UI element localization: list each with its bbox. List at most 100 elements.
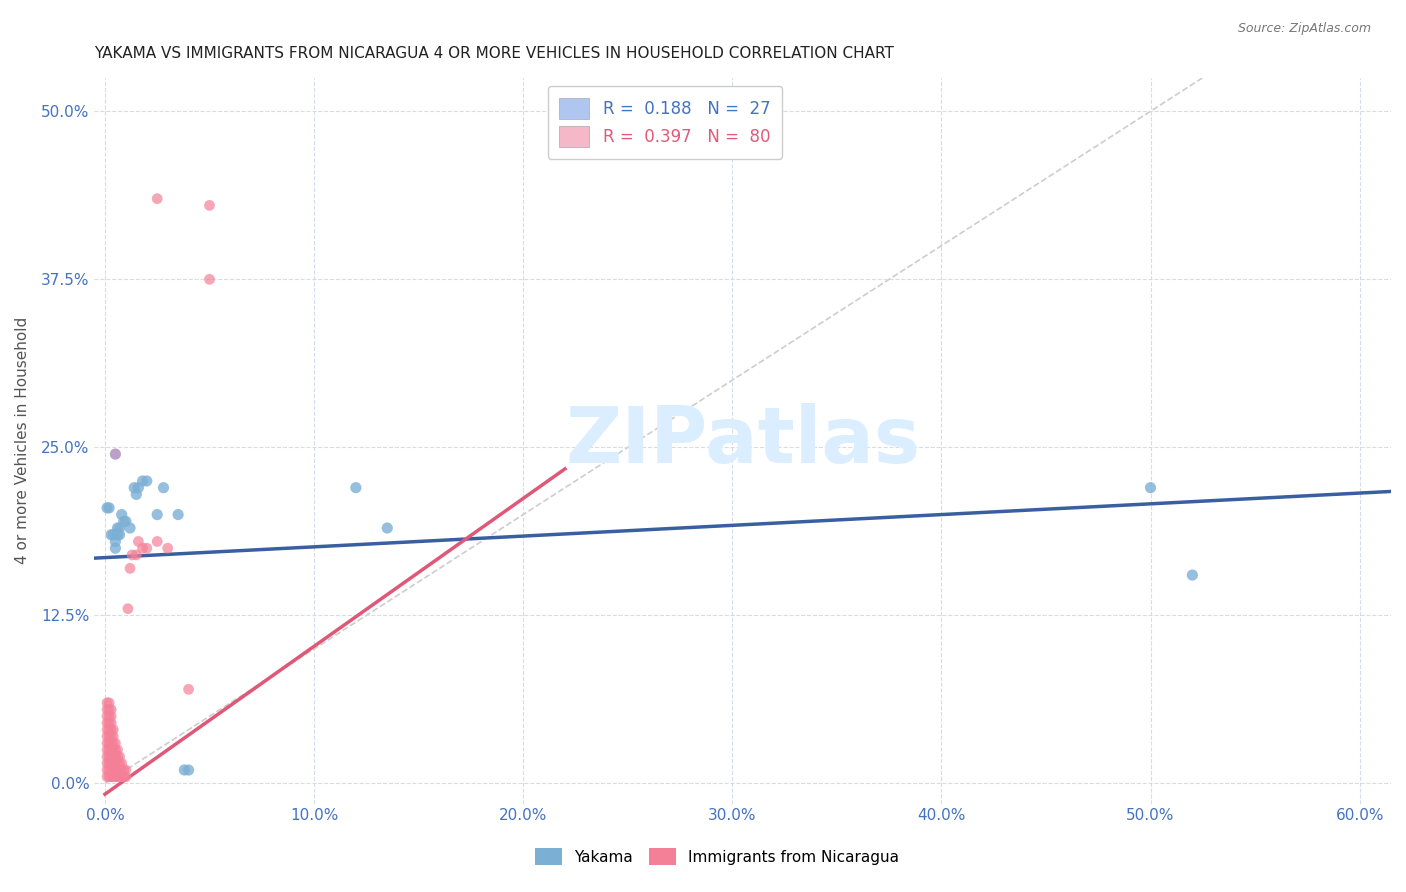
Point (98, 736, 121, 750)
Point (96, 736, 118, 750)
Point (121, 548, 143, 562)
Point (98, 749, 121, 764)
Point (198, 272, 221, 286)
Point (135, 474, 157, 488)
Point (135, 541, 157, 556)
Point (107, 763, 129, 777)
Point (96, 723, 118, 737)
Point (104, 447, 127, 461)
Point (96, 500, 118, 515)
Point (156, 541, 179, 556)
Point (127, 534, 149, 549)
Point (107, 521, 129, 535)
Point (122, 481, 145, 495)
Point (146, 508, 169, 522)
Point (111, 763, 134, 777)
Point (100, 763, 122, 777)
Point (131, 474, 153, 488)
Point (96, 709, 118, 723)
Point (112, 514, 135, 528)
Point (104, 770, 127, 784)
Point (344, 481, 367, 495)
Point (103, 770, 125, 784)
Point (96, 696, 118, 710)
Point (108, 763, 131, 777)
Point (100, 730, 122, 744)
Point (104, 743, 127, 757)
Point (100, 743, 122, 757)
Point (96, 730, 118, 744)
Point (115, 763, 138, 777)
Point (112, 763, 135, 777)
Point (100, 723, 122, 737)
Point (104, 541, 127, 556)
Point (98, 730, 121, 744)
Point (96, 749, 118, 764)
Point (115, 514, 138, 528)
Point (96, 763, 118, 777)
Point (103, 743, 125, 757)
Point (107, 756, 129, 771)
Point (103, 756, 125, 771)
Point (96, 756, 118, 771)
Point (103, 527, 125, 541)
Point (100, 715, 122, 730)
Point (96, 770, 118, 784)
Point (1181, 568, 1204, 582)
Y-axis label: 4 or more Vehicles in Household: 4 or more Vehicles in Household (15, 317, 30, 565)
Point (131, 541, 153, 556)
Point (111, 756, 134, 771)
Point (1139, 481, 1161, 495)
Point (146, 534, 169, 549)
Point (108, 521, 131, 535)
Point (103, 730, 125, 744)
Point (108, 749, 131, 764)
Point (112, 770, 135, 784)
Point (107, 749, 129, 764)
Point (100, 756, 122, 771)
Point (100, 709, 122, 723)
Point (103, 736, 125, 750)
Point (177, 763, 200, 777)
Text: ZIPatlas: ZIPatlas (565, 402, 921, 479)
Point (198, 198, 221, 212)
Legend: Yakama, Immigrants from Nicaragua: Yakama, Immigrants from Nicaragua (529, 842, 905, 871)
Point (108, 527, 131, 541)
Point (104, 736, 127, 750)
Point (103, 723, 125, 737)
Point (104, 756, 127, 771)
Point (98, 756, 121, 771)
Point (98, 743, 121, 757)
Point (167, 508, 190, 522)
Point (177, 682, 200, 697)
Point (125, 487, 148, 501)
Point (107, 527, 129, 541)
Point (173, 763, 195, 777)
Point (375, 521, 398, 535)
Point (127, 481, 149, 495)
Point (100, 749, 122, 764)
Point (118, 561, 141, 575)
Point (100, 770, 122, 784)
Point (98, 500, 121, 515)
Point (115, 770, 138, 784)
Point (103, 749, 125, 764)
Point (111, 770, 134, 784)
Point (104, 749, 127, 764)
Point (100, 527, 122, 541)
Legend: R =  0.188   N =  27, R =  0.397   N =  80: R = 0.188 N = 27, R = 0.397 N = 80 (548, 86, 782, 159)
Point (96, 702, 118, 716)
Point (107, 770, 129, 784)
Point (96, 715, 118, 730)
Point (98, 702, 121, 716)
Point (125, 548, 148, 562)
Point (104, 763, 127, 777)
Point (108, 756, 131, 771)
Point (152, 481, 174, 495)
Point (96, 743, 118, 757)
Point (104, 534, 127, 549)
Point (98, 763, 121, 777)
Point (108, 770, 131, 784)
Text: Source: ZipAtlas.com: Source: ZipAtlas.com (1237, 22, 1371, 36)
Point (100, 736, 122, 750)
